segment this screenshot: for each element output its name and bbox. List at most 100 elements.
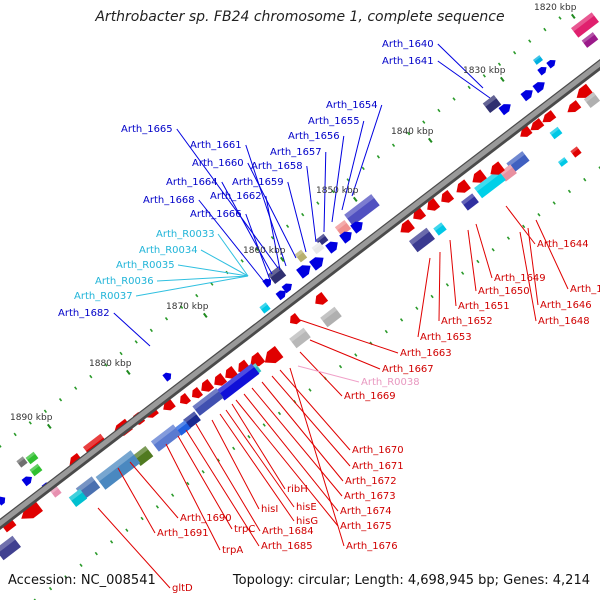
reverse-gene-arrow: [472, 169, 487, 183]
inner-tick-mark: [94, 551, 98, 556]
gene-label: Arth_1657: [270, 147, 322, 158]
scale-tick: [499, 76, 505, 82]
inner-tick-mark: [506, 236, 511, 240]
scale-tick: [202, 312, 208, 318]
gene-label: Arth_1690: [180, 513, 232, 524]
gene-label: Arth_1648: [538, 316, 590, 327]
reverse-gene-arrow: [225, 365, 239, 379]
forward-gene-arrow: [21, 476, 32, 487]
inner-tick-mark: [171, 493, 175, 497]
gene-label: Arth_1682: [58, 308, 110, 319]
inner-tick-mark: [491, 248, 495, 252]
forward-gene-arrow: [339, 231, 352, 244]
label-connector: [519, 231, 537, 322]
inner-tick-mark: [79, 563, 83, 568]
label-connector: [437, 60, 491, 99]
label-connector: [195, 423, 261, 532]
label-connector: [185, 429, 260, 547]
feature-block: [311, 241, 325, 255]
reverse-gene-arrow: [542, 110, 557, 123]
feature-block: [409, 227, 435, 253]
outer-tick-mark: [452, 97, 456, 101]
gene-label: gltD: [172, 583, 193, 594]
inner-tick-mark: [125, 528, 129, 532]
forward-gene-arrow: [0, 496, 6, 506]
label-connector: [279, 369, 351, 451]
outer-tick-mark: [301, 212, 305, 217]
gene-label: Arth_1656: [288, 131, 340, 142]
outer-tick-mark: [255, 247, 259, 252]
label-connector: [306, 165, 317, 243]
forward-gene-arrow: [262, 278, 272, 288]
inner-tick-mark: [476, 259, 480, 264]
inner-tick-mark: [109, 540, 114, 544]
label-connector: [211, 419, 260, 510]
feature-block: [29, 463, 43, 477]
label-connector: [247, 162, 297, 259]
rna-label: Arth_R0033: [156, 229, 215, 240]
inner-tick-mark: [552, 201, 556, 205]
feature-block: [334, 219, 352, 237]
outer-tick-mark: [543, 27, 547, 32]
label-connector: [449, 239, 457, 307]
outer-tick-mark: [104, 363, 108, 367]
outer-tick-mark: [210, 282, 214, 286]
outer-tick-mark: [285, 224, 290, 228]
label-connector: [535, 219, 569, 290]
reverse-gene-arrow: [290, 312, 302, 325]
inner-tick-mark: [140, 516, 144, 521]
inner-tick-mark: [201, 470, 205, 474]
outer-tick-mark: [28, 421, 32, 425]
feature-block: [571, 12, 599, 38]
inner-tick-mark: [64, 575, 68, 579]
feature-block: [583, 91, 600, 109]
outer-tick-mark: [0, 444, 2, 448]
outer-tick-mark: [528, 39, 532, 43]
gene-label: Arth_1691: [157, 528, 209, 539]
label-connector: [156, 275, 249, 282]
feature-block: [320, 306, 342, 328]
feature-block: [289, 327, 311, 349]
label-connector: [235, 399, 339, 527]
outer-tick-mark: [361, 166, 365, 171]
label-connector: [177, 435, 233, 530]
reverse-gene-arrow: [192, 386, 204, 399]
outer-tick-mark: [270, 236, 275, 240]
reverse-gene-arrow: [264, 345, 284, 364]
inner-tick-mark: [522, 224, 526, 229]
gene-label: trpC: [234, 524, 255, 535]
feature-block: [150, 424, 182, 452]
label-connector: [97, 507, 171, 589]
label-connector: [129, 461, 179, 519]
inner-tick-mark: [186, 481, 190, 486]
gene-label: Arth_1659: [232, 177, 284, 188]
gene-label: Arth_1650: [478, 286, 530, 297]
inner-tick-mark: [277, 411, 282, 416]
gene-label: Arth_1669: [344, 391, 396, 402]
label-connector: [467, 229, 477, 292]
outer-tick-mark: [89, 374, 93, 379]
genome-summary-text: Topology: circular; Length: 4,698,945 bp…: [232, 573, 590, 588]
reverse-gene-arrow: [427, 197, 441, 211]
label-connector: [261, 381, 344, 482]
rna-label: Arth_R0037: [74, 291, 133, 302]
gene-label: Arth_1668: [143, 195, 195, 206]
label-connector: [527, 227, 539, 306]
inner-tick-mark: [430, 294, 434, 299]
rna-label: Arth_R0035: [116, 260, 175, 271]
label-connector: [475, 223, 493, 279]
inner-tick-mark: [155, 505, 159, 509]
outer-tick-mark: [316, 201, 320, 205]
reverse-gene-arrow: [490, 161, 505, 175]
rna-label: Arth_R0036: [95, 276, 154, 287]
feature-block: [175, 420, 191, 436]
inner-tick-mark: [567, 189, 572, 194]
gene-label: Arth_1662: [210, 191, 262, 202]
inner-tick-mark: [33, 598, 37, 600]
gene-label: Arth_1654: [326, 100, 378, 111]
outer-tick-mark: [437, 108, 441, 113]
map-title: Arthrobacter sp. FB24 chromosome 1, comp…: [95, 9, 505, 25]
inner-tick-mark: [232, 446, 236, 451]
outer-tick-mark: [407, 131, 411, 136]
